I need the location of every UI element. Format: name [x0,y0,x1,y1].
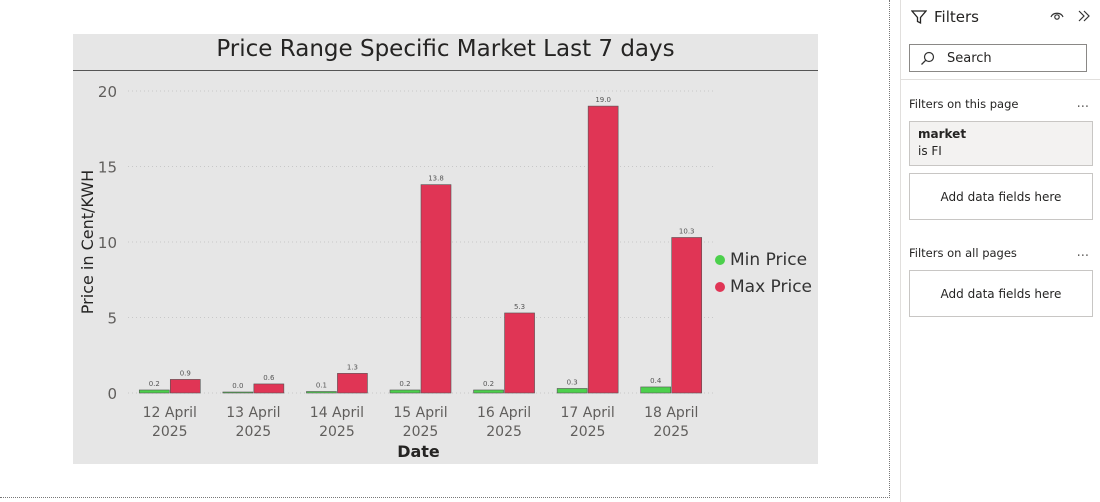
x-tick-label: 13 April [226,405,280,421]
legend-item[interactable]: Max Price [715,273,812,300]
bar-max-price [671,237,703,394]
filter-card-market[interactable]: market is FI [909,121,1093,166]
bar-max-price [169,379,201,394]
bar-min-price [138,389,170,394]
bar-min-price [222,391,254,394]
legend-label: Max Price [730,276,813,297]
legend-item[interactable]: Min Price [715,246,812,273]
legend-label: Min Price [730,249,808,270]
legend-marker [715,254,725,265]
filter-funnel-icon [911,9,927,25]
data-label: 0.6 [263,374,275,382]
bar-max-price [420,184,452,394]
bar-max-price [587,105,619,394]
x-tick-label: 2025 [403,424,439,440]
x-tick-label: 12 April [143,405,197,421]
y-tick-label: 20 [98,83,117,101]
data-label: 0.2 [399,380,410,388]
more-options-icon[interactable]: ... [1076,245,1089,260]
data-label: 13.8 [428,175,444,183]
search-placeholder: Search [947,50,992,66]
report-canvas [0,0,890,498]
bar-min-price [473,389,504,394]
x-tick-label: 2025 [236,424,272,440]
y-axis-title: Price in Cent/KWH [78,170,97,314]
y-tick-label: 10 [98,234,117,252]
data-label: 0.2 [149,380,160,388]
data-label: 19.0 [595,96,611,104]
x-tick-label: 2025 [570,424,606,440]
bar-chart-plot: 0 5 10 15 20 0.2 0.9 12 April 2025 0.0 0.6 13 April… [78,83,713,461]
chart-visual[interactable]: Price Range Specific Market Last 7 days … [73,34,818,464]
chart-title: Price Range Specific Market Last 7 days [73,34,818,71]
filters-header: Filters [911,8,979,26]
bar-max-price [253,383,285,394]
data-label: 1.3 [347,363,358,371]
x-tick-label: 2025 [319,424,355,440]
filters-title: Filters [934,8,979,26]
filters-divider [901,79,1100,80]
y-tick-label: 5 [107,310,117,328]
data-label: 0.9 [180,369,191,377]
data-label: 10.3 [679,227,695,235]
y-tick-label: 15 [98,159,117,177]
data-label: 0.2 [483,380,494,388]
x-tick-label: 16 April [477,405,531,421]
x-tick-label: 17 April [561,405,615,421]
data-label: 0.0 [232,382,243,390]
filters-on-all-pages-label: Filters on all pages [909,246,1017,260]
data-label: 0.4 [650,377,662,385]
x-tick-label: 14 April [310,405,364,421]
legend-marker [715,281,725,292]
add-data-fields-page[interactable]: Add data fields here [909,173,1093,220]
data-label: 5.3 [514,303,525,311]
chart-legend[interactable]: Min Price Max Price [715,246,812,300]
y-tick-label: 0 [107,385,117,403]
x-axis-title: Date [397,442,440,461]
filters-pane: Filters Search Filters on this page ... … [900,0,1100,502]
x-tick-label: 2025 [486,424,522,440]
filter-search-box[interactable]: Search [909,44,1087,72]
data-label: 0.3 [567,378,578,386]
x-tick-label: 2025 [152,424,188,440]
x-tick-label: 2025 [653,424,689,440]
filter-card-condition: is FI [918,144,942,158]
bar-min-price [389,389,421,394]
bar-min-price [640,386,672,394]
bar-min-price [306,391,337,394]
filters-on-this-page-label: Filters on this page [909,97,1019,111]
collapse-pane-icon[interactable] [1077,9,1091,27]
bar-max-price [337,373,368,394]
bar-max-price [504,312,535,394]
eye-icon[interactable] [1049,9,1065,27]
filter-card-field: market [918,127,967,141]
more-options-icon[interactable]: ... [1076,96,1089,111]
x-tick-label: 15 April [393,405,447,421]
search-icon [920,51,935,66]
bar-min-price [556,388,588,394]
add-data-fields-all-pages[interactable]: Add data fields here [909,270,1093,317]
data-label: 0.1 [316,381,327,389]
x-tick-label: 18 April [644,405,698,421]
